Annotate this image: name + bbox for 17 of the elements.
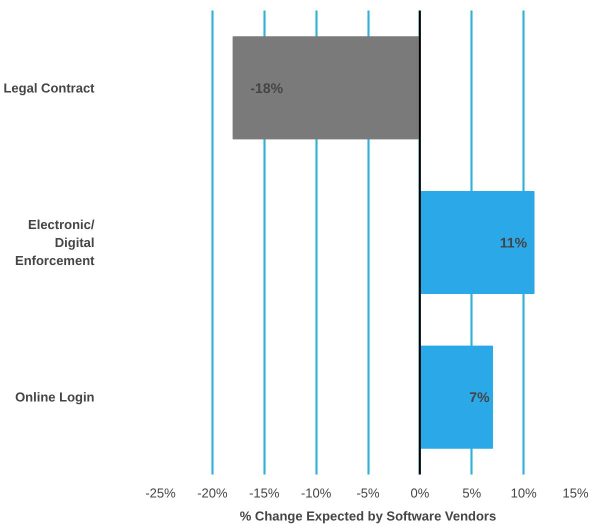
bar: [419, 346, 493, 449]
y-tick-label: Legal Contract: [3, 80, 96, 96]
x-tick-label: -15%: [249, 486, 280, 500]
x-tick-label: -5%: [356, 486, 380, 500]
x-tick-label: -20%: [197, 486, 228, 500]
x-tick-label: 5%: [462, 486, 482, 500]
x-tick-label: 10%: [510, 486, 538, 500]
data-label: 11%: [500, 234, 528, 250]
y-tick-label: Electronic/ Digital Enforcement: [15, 217, 96, 268]
x-tick-label: -10%: [300, 486, 332, 500]
x-tick-label: 0%: [410, 486, 430, 500]
y-tick-label: Online Login: [15, 390, 95, 405]
data-label: 7%: [469, 389, 490, 406]
x-tick-label: 15%: [562, 486, 589, 500]
x-axis-title: % Change Expected by Software Vendors: [240, 508, 496, 524]
x-tick-label: -25%: [145, 486, 176, 500]
bar: [232, 36, 420, 140]
